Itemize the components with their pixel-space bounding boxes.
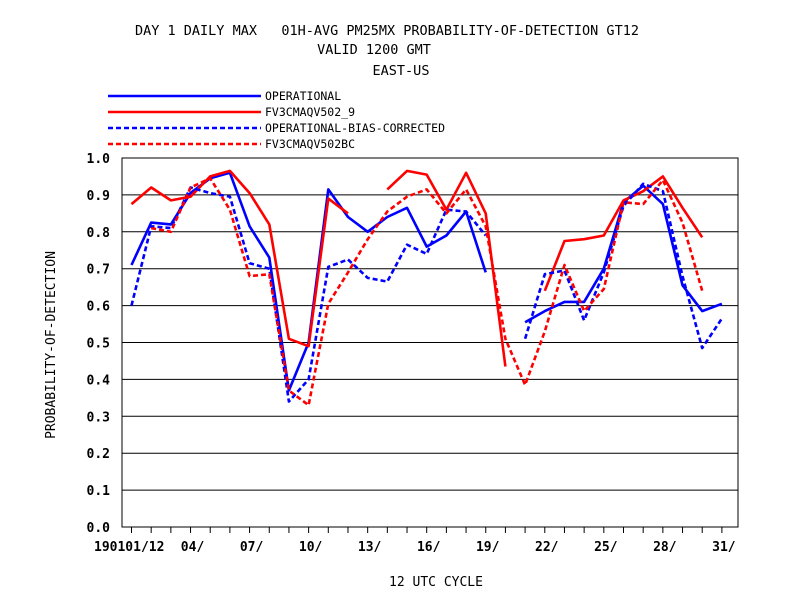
x-axis-ticks: 190101/12 04/07/10/13/16/19/22/25/28/31/ (94, 527, 736, 555)
legend: OPERATIONAL FV3CMAQV502_9 OPERATIONAL-BIAS… (108, 89, 445, 151)
series-line-segment (150, 177, 704, 407)
y-tick-label: 0.2 (87, 447, 110, 462)
legend-label: FV3CMAQV502_9 (265, 105, 355, 119)
series-line-segment (130, 169, 349, 348)
series-line-segment (130, 186, 487, 403)
y-tick-label: 0.4 (87, 373, 111, 388)
x-axis-label: 12 UTC CYCLE (389, 575, 483, 590)
series-line-segment (523, 182, 723, 350)
series-fv3cmaqv502bc (150, 177, 704, 407)
x-tick-label: 25/ (594, 540, 618, 555)
x-tick-label: 28/ (653, 540, 677, 555)
series-operational-bias-corrected (130, 182, 723, 403)
y-tick-label: 1.0 (87, 152, 111, 167)
series-fv3cmaqv502-9 (130, 169, 704, 367)
y-tick-label: 0.5 (87, 337, 110, 352)
series-line-segment (386, 169, 507, 367)
y-tick-label: 0.6 (87, 300, 111, 315)
series-line-segment (543, 175, 704, 292)
y-tick-label: 0.3 (87, 410, 110, 425)
gridlines (122, 194, 738, 491)
chart-region: EAST-US (373, 63, 430, 79)
x-tick-label: 13/ (358, 540, 382, 555)
x-tick-label: 16/ (417, 540, 441, 555)
x-tick-label: 10/ (299, 540, 323, 555)
y-tick-label: 0.9 (87, 189, 110, 204)
legend-label: FV3CMAQV502BC (265, 137, 355, 151)
y-tick-label: 0.1 (87, 484, 111, 499)
series-line-segment (130, 171, 487, 392)
chart-subtitle: VALID 1200 GMT (317, 42, 431, 58)
y-tick-label: 0.8 (87, 226, 111, 241)
x-tick-label: 19/ (476, 540, 500, 555)
chart-title: DAY 1 DAILY MAX 01H-AVG PM25MX PROBABILI… (135, 23, 639, 39)
series-lines (130, 169, 723, 407)
y-axis-ticks: 0.0 0.1 0.2 0.3 0.4 0.5 0.6 0.7 0.8 0.9 1.0 (87, 152, 111, 536)
y-tick-label: 0.0 (87, 521, 111, 536)
x-tick-label: 04/ (181, 540, 205, 555)
y-axis-label: PROBABILITY-OF-DETECTION (44, 251, 59, 439)
x-tick-label: 07/ (240, 540, 264, 555)
y-tick-label: 0.7 (87, 263, 110, 278)
plot-frame (121, 157, 739, 528)
x-tick-label: 22/ (535, 540, 559, 555)
series-operational (130, 171, 723, 392)
legend-label: OPERATIONAL (265, 89, 341, 103)
x-tick-label: 190101/12 (94, 540, 164, 555)
x-tick-label: 31/ (712, 540, 736, 555)
legend-label: OPERATIONAL-BIAS-CORRECTED (265, 121, 445, 135)
